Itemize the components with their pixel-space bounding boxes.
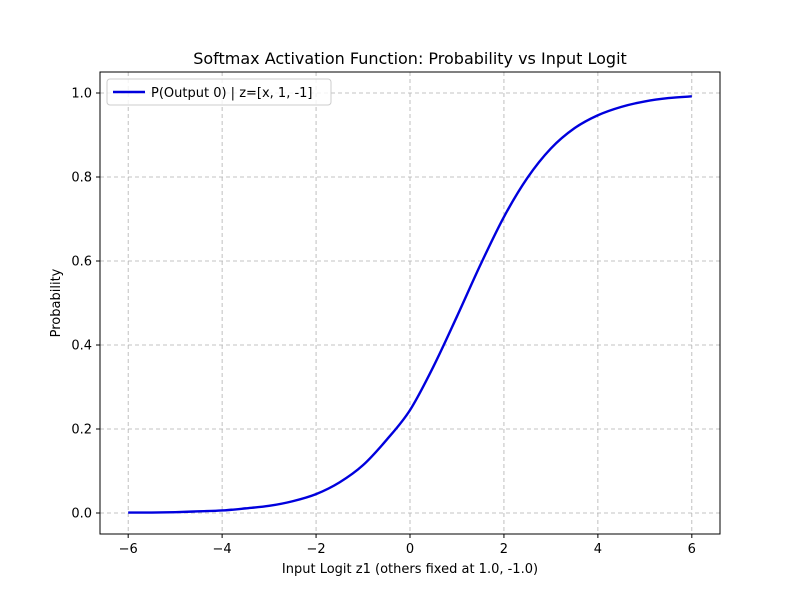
- legend-box: [106, 78, 332, 106]
- legend: P(Output 0) | z=[x, 1, -1]: [106, 78, 332, 106]
- y-tick-label: 0.0: [71, 507, 92, 522]
- x-tick-label: −2: [306, 542, 325, 557]
- y-tick-label: 0.4: [71, 339, 92, 354]
- y-tick-label: 0.6: [71, 255, 92, 270]
- x-axis: −6 −4 −2 0 2 4 6: [119, 534, 696, 557]
- series-line: [128, 95, 692, 514]
- y-tick-label: 0.2: [71, 423, 92, 438]
- x-tick-label: 4: [594, 542, 602, 557]
- legend-label: P(Output 0) | z=[x, 1, -1]: [151, 86, 313, 101]
- x-tick-label: 6: [688, 542, 696, 557]
- x-tick-label: −4: [213, 542, 232, 557]
- chart-title: Softmax Activation Function: Probability…: [193, 49, 627, 68]
- series-group: [128, 95, 692, 514]
- y-axis-label: Probability: [49, 268, 64, 337]
- y-tick-label: 1.0: [71, 87, 92, 102]
- grid: [100, 72, 720, 534]
- x-axis-label: Input Logit z1 (others fixed at 1.0, -1.…: [282, 562, 538, 577]
- y-tick-label: 0.8: [71, 171, 92, 186]
- x-tick-label: 0: [406, 542, 414, 557]
- x-tick-label: −6: [119, 542, 138, 557]
- y-axis: 0.0 0.2 0.4 0.6 0.8 1.0: [71, 87, 100, 522]
- x-tick-label: 2: [500, 542, 508, 557]
